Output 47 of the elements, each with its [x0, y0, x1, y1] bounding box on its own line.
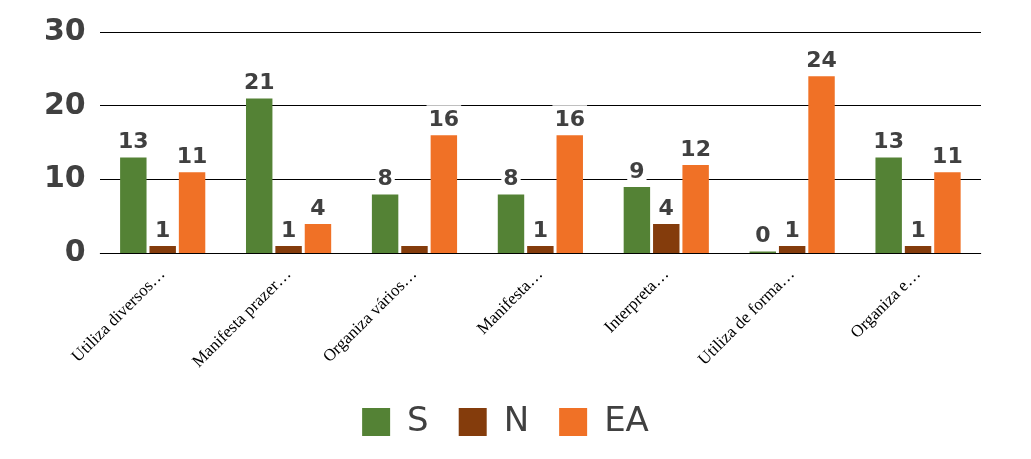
bar	[245, 98, 273, 253]
bar	[149, 246, 176, 253]
data-label: 1	[280, 216, 297, 242]
bar	[497, 194, 525, 253]
bar	[430, 135, 458, 253]
data-label: 4	[310, 194, 326, 220]
data-label: 1	[910, 216, 926, 242]
data-label: 9	[629, 157, 645, 183]
data-label: 0	[755, 222, 771, 248]
data-label: 1	[155, 216, 171, 242]
data-label: 4	[658, 194, 674, 220]
bar	[527, 246, 554, 253]
data-label: 11	[932, 142, 963, 168]
data-label: 8	[377, 165, 393, 191]
bar	[275, 246, 302, 253]
bar	[875, 157, 902, 253]
data-label: 21	[243, 69, 275, 95]
y-tick-label: 10	[44, 159, 86, 195]
data-label: 12	[680, 135, 711, 161]
bar	[371, 194, 399, 253]
bar	[120, 157, 147, 253]
data-label: 24	[806, 47, 837, 73]
bar	[401, 246, 428, 253]
legend-label: S	[407, 398, 429, 439]
bar	[934, 172, 961, 253]
bar	[653, 223, 680, 253]
bar	[556, 135, 583, 253]
data-label: 13	[873, 128, 904, 154]
bar	[904, 246, 932, 253]
data-label: 11	[176, 142, 208, 168]
data-label: 13	[118, 128, 149, 154]
bar	[623, 187, 651, 253]
legend-label: N	[503, 398, 530, 439]
bar	[778, 246, 806, 253]
bar	[178, 172, 206, 253]
bar	[304, 223, 332, 253]
y-tick-label: 20	[44, 85, 86, 121]
bar	[682, 164, 709, 253]
data-label: 8	[503, 165, 519, 191]
data-label: 1	[784, 216, 800, 242]
data-label: 1	[532, 216, 549, 242]
data-label: 16	[554, 106, 586, 132]
legend-label: EA	[604, 398, 649, 439]
y-tick-label: 0	[64, 233, 86, 269]
bar	[808, 76, 835, 253]
data-label: 16	[428, 106, 460, 132]
y-tick-label: 30	[44, 11, 86, 47]
